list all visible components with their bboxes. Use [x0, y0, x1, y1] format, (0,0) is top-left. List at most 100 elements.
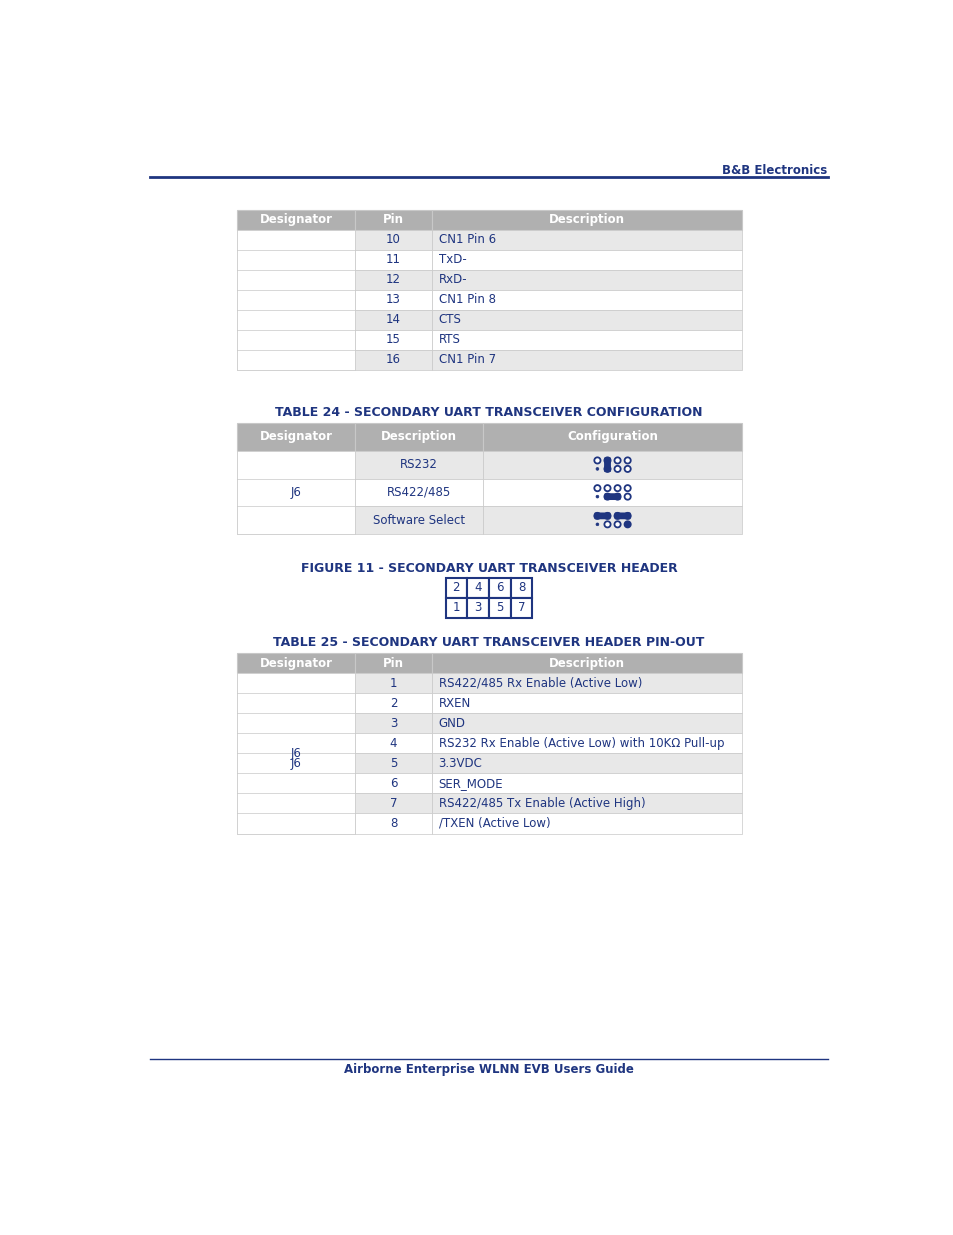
Text: RS422/485 Rx Enable (Active Low): RS422/485 Rx Enable (Active Low) [438, 677, 641, 690]
Bar [236, 230, 355, 370]
Text: 8: 8 [517, 582, 524, 594]
Bar [355, 330, 432, 350]
Text: RS232: RS232 [399, 458, 437, 472]
Circle shape [594, 485, 599, 492]
Bar [355, 814, 432, 834]
Text: GND: GND [438, 716, 465, 730]
Text: CN1 Pin 8: CN1 Pin 8 [438, 294, 495, 306]
Bar [355, 714, 432, 734]
Text: 13: 13 [386, 294, 400, 306]
Circle shape [614, 466, 620, 472]
Text: 4: 4 [390, 737, 397, 750]
Bar [432, 330, 741, 350]
Circle shape [614, 521, 620, 527]
Bar [355, 773, 432, 793]
Text: Description: Description [549, 657, 625, 669]
FancyBboxPatch shape [614, 513, 630, 519]
Bar [236, 734, 355, 753]
Bar [355, 506, 482, 534]
Circle shape [594, 457, 599, 463]
Text: RXEN: RXEN [438, 697, 471, 710]
Text: 16: 16 [386, 353, 400, 367]
Text: 12: 12 [386, 273, 400, 287]
Bar [355, 451, 482, 478]
Text: 5: 5 [390, 757, 396, 769]
Bar [236, 230, 355, 249]
Text: 3: 3 [390, 716, 396, 730]
Bar [355, 270, 432, 290]
Bar [467, 578, 488, 598]
Text: J6: J6 [291, 757, 301, 769]
Bar [467, 598, 488, 618]
Circle shape [624, 457, 630, 463]
Bar [355, 793, 432, 814]
Text: RTS: RTS [438, 333, 460, 347]
Circle shape [624, 466, 630, 472]
Text: 6: 6 [390, 777, 397, 790]
Text: Designator: Designator [259, 431, 332, 443]
Text: TABLE 24 - SECONDARY UART TRANSCEIVER CONFIGURATION: TABLE 24 - SECONDARY UART TRANSCEIVER CO… [274, 406, 702, 419]
Bar [236, 814, 355, 834]
Bar [236, 310, 355, 330]
Bar [482, 478, 741, 506]
Text: /TXEN (Active Low): /TXEN (Active Low) [438, 818, 550, 830]
Text: Designator: Designator [259, 657, 332, 669]
Bar [236, 330, 355, 350]
Bar [355, 310, 432, 330]
Text: Pin: Pin [383, 214, 404, 226]
Bar [236, 451, 355, 534]
Circle shape [624, 513, 630, 519]
Circle shape [624, 494, 630, 500]
Circle shape [596, 495, 598, 498]
Bar [355, 653, 432, 673]
Bar [355, 290, 432, 310]
Text: TxD-: TxD- [438, 253, 466, 267]
Circle shape [604, 521, 610, 527]
Circle shape [614, 457, 620, 463]
Text: Airborne Enterprise WLNN EVB Users Guide: Airborne Enterprise WLNN EVB Users Guide [344, 1063, 633, 1077]
Bar [236, 249, 355, 270]
Bar [432, 714, 741, 734]
Circle shape [624, 521, 630, 527]
Bar [482, 451, 741, 478]
Bar [236, 270, 355, 290]
Bar [432, 210, 741, 230]
FancyBboxPatch shape [604, 493, 619, 500]
Bar [432, 793, 741, 814]
Bar [236, 714, 355, 734]
Text: TABLE 25 - SECONDARY UART TRANSCEIVER HEADER PIN-OUT: TABLE 25 - SECONDARY UART TRANSCEIVER HE… [273, 636, 704, 650]
Text: 11: 11 [386, 253, 400, 267]
Bar [432, 814, 741, 834]
Bar [432, 290, 741, 310]
Bar [236, 793, 355, 814]
Bar [355, 478, 482, 506]
Circle shape [604, 485, 610, 492]
Text: CN1 Pin 6: CN1 Pin 6 [438, 233, 496, 246]
Bar [482, 424, 741, 451]
Text: FIGURE 11 - SECONDARY UART TRANSCEIVER HEADER: FIGURE 11 - SECONDARY UART TRANSCEIVER H… [300, 562, 677, 576]
Bar [445, 578, 467, 598]
Circle shape [604, 457, 610, 463]
Circle shape [596, 468, 598, 471]
Text: CN1 Pin 7: CN1 Pin 7 [438, 353, 496, 367]
Circle shape [604, 513, 610, 519]
Text: 1: 1 [452, 601, 459, 614]
Text: 2: 2 [452, 582, 459, 594]
Bar [432, 350, 741, 370]
Text: J6: J6 [291, 747, 301, 760]
Text: 3.3VDC: 3.3VDC [438, 757, 482, 769]
Bar [355, 249, 432, 270]
Bar [236, 693, 355, 714]
Bar [236, 653, 355, 673]
Text: Description: Description [549, 214, 625, 226]
Bar [355, 424, 482, 451]
Circle shape [624, 485, 630, 492]
Bar [432, 230, 741, 249]
Bar [355, 210, 432, 230]
Bar [432, 653, 741, 673]
Text: 14: 14 [386, 314, 400, 326]
Text: 7: 7 [517, 601, 525, 614]
Text: 2: 2 [390, 697, 397, 710]
Bar [482, 506, 741, 534]
Text: RS422/485 Tx Enable (Active High): RS422/485 Tx Enable (Active High) [438, 797, 644, 810]
